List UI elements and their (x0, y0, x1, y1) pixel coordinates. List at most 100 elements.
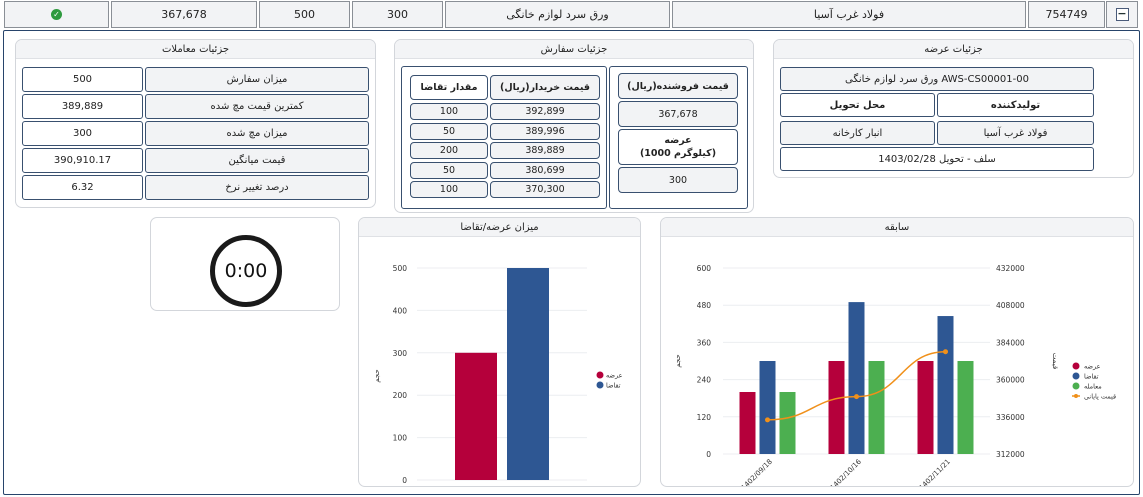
legend-marker (1072, 382, 1080, 390)
bar-عرضه (917, 361, 934, 454)
history-chart-panel: سابقه 0 120 240 360 480 600 312000 336000 360000… (660, 217, 1134, 487)
panel-title: جزئیات سفارش (395, 40, 753, 59)
delivery-line: سلف - تحویل 1403/02/28 (780, 147, 1094, 171)
row-code: 754749 (1045, 8, 1088, 21)
demand-qty-header: مقدار تقاضا (410, 75, 488, 100)
buyers-box: قیمت خریدار(ریال) مقدار تقاضا 392,899 10… (401, 66, 607, 209)
y-axis-label: حجم (674, 354, 682, 368)
y2-tick-label: 336000 (996, 413, 1025, 422)
bid-qty-4: 50 (410, 162, 488, 179)
y-tick-label: 300 (393, 349, 408, 358)
y2-tick-label: 384000 (996, 338, 1025, 347)
bid-price-2: 389,996 (490, 123, 600, 140)
producer-value: فولاد غرب آسیا (937, 121, 1094, 145)
detail-frame (3, 30, 1140, 495)
bar-معامله (868, 361, 885, 454)
row-expand-cell[interactable]: − (1106, 1, 1138, 28)
bar-تقاضا (937, 316, 954, 454)
legend-marker (1072, 372, 1080, 380)
bid-qty-5: 100 (410, 181, 488, 198)
y-tick-label: 200 (393, 391, 408, 400)
y-tick-label: 400 (393, 306, 408, 315)
y2-axis-label: قیمت (1051, 353, 1059, 369)
delivery-place-label: محل تحویل (780, 93, 935, 117)
countdown-timer: 0:00 (210, 235, 282, 307)
y-tick-label: 100 (393, 434, 408, 443)
legend-label: عرضه (1084, 363, 1101, 371)
row-product: ورق سرد لوازم خانگی (506, 8, 609, 21)
legend-marker (1072, 362, 1080, 370)
y-tick-label: 240 (697, 376, 712, 385)
y2-tick-label: 408000 (996, 301, 1025, 310)
bid-qty-1: 100 (410, 103, 488, 120)
bar-عرضه (455, 352, 497, 480)
y-axis-label: حجم (373, 369, 381, 383)
row-producer: فولاد غرب آسیا (813, 8, 885, 21)
supply-demand-chart: 0100200300400500حجم0عرضهتقاضا (373, 264, 623, 485)
timer-panel: 0:00 (150, 217, 340, 311)
y-tick-label: 120 (697, 413, 712, 422)
row-demand: 500 (294, 8, 315, 21)
trade-label-4: قیمت میانگین (145, 148, 369, 173)
supply-value: 300 (618, 167, 738, 193)
bid-price-4: 380,699 (490, 162, 600, 179)
row-producer-cell: فولاد غرب آسیا (672, 1, 1026, 28)
y2-tick-label: 312000 (996, 450, 1025, 459)
bid-qty-3: 200 (410, 142, 488, 159)
trade-value-3: 300 (22, 121, 143, 146)
bid-price-5: 370,300 (490, 181, 600, 198)
legend-marker (596, 381, 604, 389)
price-point (854, 394, 859, 400)
chart-title: سابقه (661, 218, 1133, 237)
bar-معامله (779, 392, 796, 454)
history-chart: 0 120 240 360 480 600 312000 336000 360000 384000… (674, 264, 1116, 487)
trade-value-1: 500 (22, 67, 143, 92)
y-tick-label: 600 (697, 264, 712, 273)
seller-price: 367,678 (618, 101, 738, 127)
row-price-cell: 367,678 (111, 1, 257, 28)
legend-label: تقاضا (606, 382, 621, 390)
bid-qty-2: 50 (410, 123, 488, 140)
order-details-panel: جزئیات سفارش قیمت فروشنده(ریال) 367,678 … (394, 39, 754, 213)
bid-price-1: 392,899 (490, 103, 600, 120)
collapse-icon[interactable]: − (1115, 7, 1129, 21)
y-tick-label: 500 (393, 264, 408, 273)
trade-label-3: میزان مچ شده (145, 121, 369, 146)
seller-price-label: قیمت فروشنده(ریال) (618, 73, 738, 99)
trade-value-4: 390,910.17 (22, 148, 143, 173)
trade-label-1: میزان سفارش (145, 67, 369, 92)
y2-tick-label: 432000 (996, 264, 1025, 273)
check-circle-icon: ✓ (51, 9, 62, 20)
bar-عرضه (828, 361, 845, 454)
legend-label: قیمت پایانی (1084, 393, 1116, 401)
legend-marker (596, 371, 604, 379)
x-tick-label: 1402/11/21 (918, 458, 952, 487)
buyer-price-header: قیمت خریدار(ریال) (490, 75, 600, 100)
row-demand-cell: 500 (259, 1, 350, 28)
row-code-cell: 754749 (1028, 1, 1105, 28)
y-tick-label: 0 (706, 450, 711, 459)
row-status-cell: ✓ (4, 1, 109, 28)
panel-title: جزئیات معاملات (16, 40, 375, 59)
legend-marker (1074, 394, 1078, 398)
y-tick-label: 360 (697, 338, 712, 347)
panel-title: جزئیات عرضه (774, 40, 1133, 59)
producer-label: تولیدکننده (937, 93, 1094, 117)
bar-تقاضا (848, 302, 865, 454)
x-tick-label: 1402/09/18 (740, 458, 774, 487)
row-supply: 300 (387, 8, 408, 21)
seller-box: قیمت فروشنده(ریال) 367,678 عرضه (1000 کی… (609, 66, 748, 209)
delivery-place-value: انبار کارخانه (780, 121, 935, 145)
price-point (943, 349, 948, 355)
supply-demand-chart-panel: میزان عرضه/تقاضا 0100200300400500حجم0عرض… (358, 217, 641, 487)
row-price: 367,678 (161, 8, 207, 21)
chart-title: میزان عرضه/تقاضا (359, 218, 640, 237)
row-supply-cell: 300 (352, 1, 443, 28)
bar-تقاضا (507, 268, 549, 480)
trade-value-5: 6.32 (22, 175, 143, 200)
bar-تقاضا (759, 361, 776, 454)
y-tick-label: 480 (697, 301, 712, 310)
legend-label: تقاضا (1084, 373, 1099, 381)
bid-price-3: 389,889 (490, 142, 600, 159)
supply-details-panel: جزئیات عرضه ورق سرد لوازم خانگی AWS-CS00… (773, 39, 1134, 178)
